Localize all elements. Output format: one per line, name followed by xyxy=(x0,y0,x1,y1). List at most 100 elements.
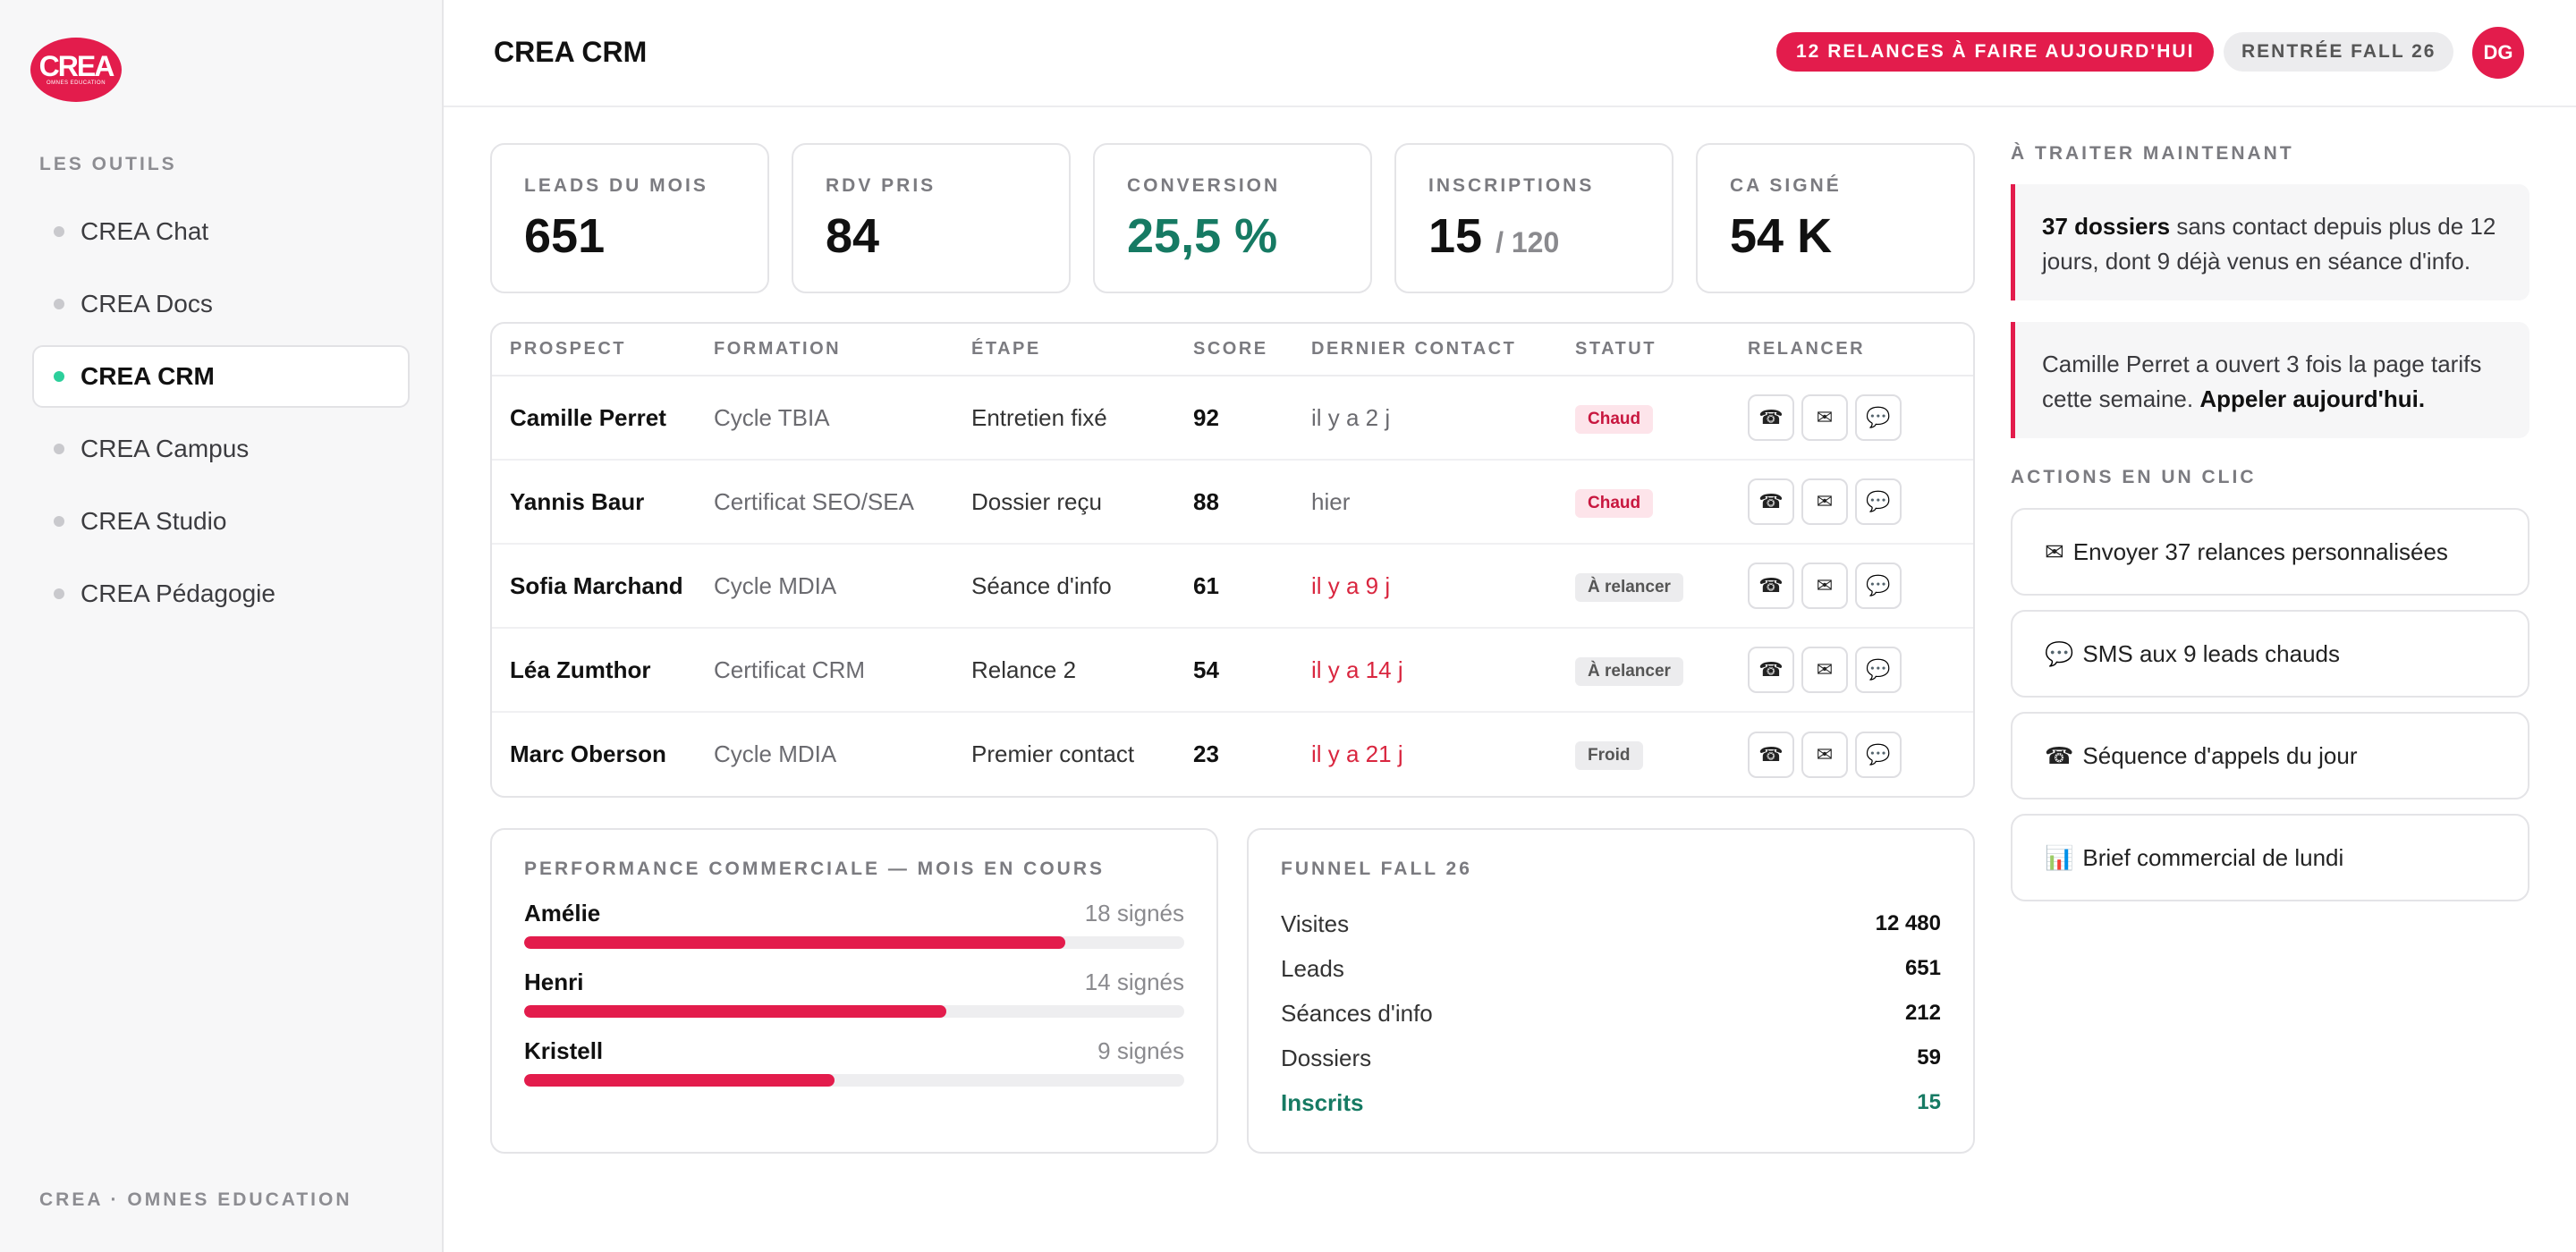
prospect-name[interactable]: Léa Zumthor xyxy=(492,628,714,713)
etape: Entretien fixé xyxy=(971,376,1193,461)
kpi-value-wrap: 15 / 120 xyxy=(1428,209,1640,269)
phone-icon[interactable]: ☎ xyxy=(1748,394,1794,441)
progress-fill xyxy=(524,936,1066,949)
alert-card-camille[interactable]: Camille Perret a ouvert 3 fois la page t… xyxy=(2011,322,2529,438)
relancer-actions: ☎ ✉ 💬 xyxy=(1748,376,1973,461)
sidebar-item-label: CREA Docs xyxy=(80,290,213,317)
sidebar-item-pedagogie[interactable]: CREA Pédagogie xyxy=(32,563,410,625)
mail-icon: ✉ xyxy=(2045,537,2064,565)
column-header[interactable]: STATUT xyxy=(1575,324,1748,376)
prospect-name[interactable]: Yannis Baur xyxy=(492,460,714,545)
relances-badge[interactable]: 12 RELANCES À FAIRE AUJOURD'HUI xyxy=(1776,32,2215,72)
relancer-actions: ☎ ✉ 💬 xyxy=(1748,544,1973,629)
phone-icon: ☎ xyxy=(2045,741,2074,769)
column-header[interactable]: PROSPECT xyxy=(492,324,714,376)
chat-icon[interactable]: 💬 xyxy=(1855,394,1902,441)
etape: Dossier reçu xyxy=(971,460,1193,545)
kpi-value: 84 xyxy=(826,209,880,263)
kpi-value: 15 xyxy=(1428,209,1483,263)
seller-signed: 14 signés xyxy=(1084,969,1184,995)
score: 61 xyxy=(1193,544,1311,629)
kpi-label: LEADS DU MOIS xyxy=(524,175,708,196)
nav-dot-icon xyxy=(54,299,64,309)
column-header[interactable]: SCORE xyxy=(1193,324,1311,376)
avatar[interactable]: DG xyxy=(2472,27,2524,79)
funnel-label: Dossiers xyxy=(1281,1044,1372,1071)
relancer-actions: ☎ ✉ 💬 xyxy=(1748,712,1973,796)
funnel-value: 212 xyxy=(1904,1001,1941,1025)
kpi-rdv: RDV PRIS 84 xyxy=(792,143,1071,293)
funnel-row: Séances d'info 212 xyxy=(1281,991,1941,1036)
table-row[interactable]: Léa Zumthor Certificat CRM Relance 2 54 … xyxy=(492,628,1973,713)
chart-icon: 📊 xyxy=(2045,843,2074,871)
phone-icon[interactable]: ☎ xyxy=(1748,647,1794,693)
chat-icon[interactable]: 💬 xyxy=(1855,731,1902,778)
last-contact: il y a 14 j xyxy=(1311,628,1575,713)
mail-icon[interactable]: ✉ xyxy=(1801,478,1848,525)
table-row[interactable]: Camille Perret Cycle TBIA Entretien fixé… xyxy=(492,376,1973,461)
funnel-value: 59 xyxy=(1917,1045,1941,1070)
formation: Cycle MDIA xyxy=(714,544,971,629)
prospect-name[interactable]: Camille Perret xyxy=(492,376,714,461)
progress-fill xyxy=(524,1005,947,1018)
call-sequence-button[interactable]: ☎ Séquence d'appels du jour xyxy=(2011,712,2529,799)
mail-icon[interactable]: ✉ xyxy=(1801,394,1848,441)
crea-logo[interactable]: CREA OMNES EDUCATION xyxy=(30,38,122,102)
etape: Premier contact xyxy=(971,740,1135,767)
table-row[interactable]: Marc Oberson Cycle MDIA Premier contact … xyxy=(492,712,1973,796)
perf-row: Amélie 18 signés xyxy=(524,900,1184,949)
funnel-row: Dossiers 59 xyxy=(1281,1036,1941,1080)
chat-icon[interactable]: 💬 xyxy=(1855,563,1902,609)
column-header[interactable]: DERNIER CONTACT xyxy=(1311,324,1575,376)
column-header[interactable]: FORMATION xyxy=(714,324,971,376)
score: 92 xyxy=(1193,376,1311,461)
formation: Certificat CRM xyxy=(714,628,971,713)
column-header[interactable]: ÉTAPE xyxy=(971,324,1193,376)
sidebar-item-label: CREA Campus xyxy=(80,435,250,462)
performance-card: PERFORMANCE COMMERCIALE — MOIS EN COURS … xyxy=(490,828,1218,1154)
table-row[interactable]: Yannis Baur Certificat SEO/SEA Dossier r… xyxy=(492,460,1973,545)
chat-icon[interactable]: 💬 xyxy=(1855,478,1902,525)
prospect-name[interactable]: Sofia Marchand xyxy=(492,544,714,629)
phone-icon[interactable]: ☎ xyxy=(1748,478,1794,525)
prospects-table: PROSPECT FORMATION ÉTAPE SCORE DERNIER C… xyxy=(490,322,1975,798)
kpi-value: 651 xyxy=(524,209,606,263)
action-label: Envoyer 37 relances personnalisées xyxy=(2072,537,2448,565)
sidebar-item-docs[interactable]: CREA Docs xyxy=(32,273,410,335)
funnel-list: Visites 12 480 Leads 651 Séances d'info 212… xyxy=(1281,901,1941,1125)
status-cell: Chaud xyxy=(1575,460,1748,545)
send-relances-button[interactable]: ✉ Envoyer 37 relances personnalisées xyxy=(2011,508,2529,596)
chat-icon[interactable]: 💬 xyxy=(1855,647,1902,693)
kpi-conversion: CONVERSION 25,5 % xyxy=(1093,143,1372,293)
sidebar-item-campus[interactable]: CREA Campus xyxy=(32,418,410,480)
mail-icon[interactable]: ✉ xyxy=(1801,563,1848,609)
funnel-label: Séances d'info xyxy=(1281,999,1433,1027)
progress-fill xyxy=(524,1074,835,1087)
kpi-ca: CA SIGNÉ 54 K xyxy=(1696,143,1975,293)
prospect-name[interactable]: Marc Oberson xyxy=(510,740,666,767)
chat-icon: 💬 xyxy=(2045,639,2074,667)
status-cell: À relancer xyxy=(1575,544,1748,629)
etape: Relance 2 xyxy=(971,628,1193,713)
funnel-value: 12 480 xyxy=(1875,911,1941,935)
alert-text: Camille Perret a ouvert 3 fois la page t… xyxy=(2042,351,2482,412)
season-badge[interactable]: RENTRÉE FALL 26 xyxy=(2224,32,2454,72)
progress-track xyxy=(524,1005,1184,1018)
todo-heading: À TRAITER MAINTENANT xyxy=(2011,143,2294,164)
action-label: SMS aux 9 leads chauds xyxy=(2082,639,2340,667)
alert-bold: Appeler aujourd'hui. xyxy=(2199,385,2426,412)
brief-commercial-button[interactable]: 📊 Brief commercial de lundi xyxy=(2011,814,2529,901)
phone-icon[interactable]: ☎ xyxy=(1748,563,1794,609)
sidebar-item-studio[interactable]: CREA Studio xyxy=(32,490,410,553)
phone-icon[interactable]: ☎ xyxy=(1748,731,1794,778)
progress-track xyxy=(524,1074,1184,1087)
mail-icon[interactable]: ✉ xyxy=(1801,731,1848,778)
table-row[interactable]: Sofia Marchand Cycle MDIA Séance d'info … xyxy=(492,544,1973,629)
sidebar-item-crm[interactable]: CREA CRM xyxy=(32,345,410,408)
mail-icon[interactable]: ✉ xyxy=(1801,647,1848,693)
sms-leads-button[interactable]: 💬 SMS aux 9 leads chauds xyxy=(2011,610,2529,698)
etape: Séance d'info xyxy=(971,544,1193,629)
nav-dot-icon xyxy=(54,226,64,237)
sidebar-item-chat[interactable]: CREA Chat xyxy=(32,200,410,263)
alert-card-dossiers[interactable]: 37 dossiers sans contact depuis plus de … xyxy=(2011,184,2529,300)
